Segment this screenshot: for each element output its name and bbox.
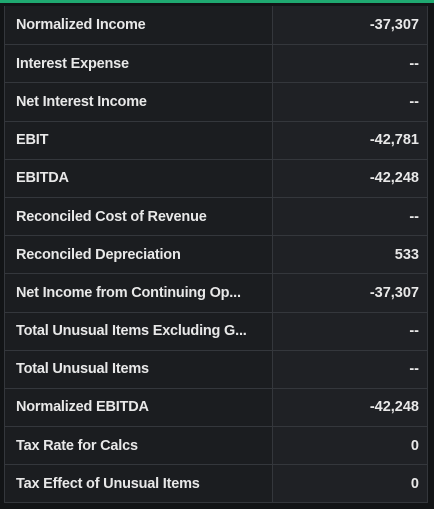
row-label: Total Unusual Items <box>5 350 273 388</box>
row-value: -42,781 <box>273 121 427 159</box>
row-value: -37,307 <box>273 6 427 45</box>
row-label: Reconciled Cost of Revenue <box>5 197 273 236</box>
table-row: EBITDA -42,248 <box>5 158 427 197</box>
row-label: Tax Effect of Unusual Items <box>5 465 273 503</box>
table-row: Normalized EBITDA -42,248 <box>5 387 427 427</box>
table-row: Total Unusual Items Excluding G... -- <box>5 311 427 350</box>
table-row: Reconciled Cost of Revenue -- <box>5 196 427 236</box>
row-value: -42,248 <box>273 159 427 197</box>
table-row: Tax Rate for Calcs 0 <box>5 426 427 465</box>
row-value: -- <box>273 45 427 83</box>
accent-bar <box>0 0 434 3</box>
row-value: 0 <box>273 427 427 465</box>
row-label: Interest Expense <box>5 45 273 83</box>
financials-table: Normalized Income -37,307 Interest Expense… <box>4 6 428 504</box>
row-label: EBIT <box>5 121 273 159</box>
table-row: Net Interest Income -- <box>5 82 427 121</box>
table-row: Normalized Income -37,307 <box>5 6 427 45</box>
row-value: 0 <box>273 465 427 503</box>
row-value: -37,307 <box>273 274 427 312</box>
row-label: Net Income from Continuing Op... <box>5 274 273 312</box>
row-value: -- <box>273 197 427 236</box>
row-value: 533 <box>273 236 427 274</box>
row-label: Normalized Income <box>5 6 273 45</box>
row-label: Total Unusual Items Excluding G... <box>5 312 273 350</box>
table-row: Net Income from Continuing Op... -37,307 <box>5 273 427 312</box>
row-value: -- <box>273 83 427 121</box>
row-label: Tax Rate for Calcs <box>5 427 273 465</box>
table-row: Tax Effect of Unusual Items 0 <box>5 464 427 503</box>
row-label: EBITDA <box>5 159 273 197</box>
row-value: -42,248 <box>273 388 427 427</box>
row-value: -- <box>273 312 427 350</box>
table-row: Total Unusual Items -- <box>5 349 427 388</box>
row-label: Reconciled Depreciation <box>5 236 273 274</box>
row-value: -- <box>273 350 427 388</box>
table-row: Interest Expense -- <box>5 44 427 83</box>
row-label: Net Interest Income <box>5 83 273 121</box>
table-row: EBIT -42,781 <box>5 120 427 159</box>
table-row: Reconciled Depreciation 533 <box>5 235 427 274</box>
row-label: Normalized EBITDA <box>5 388 273 427</box>
